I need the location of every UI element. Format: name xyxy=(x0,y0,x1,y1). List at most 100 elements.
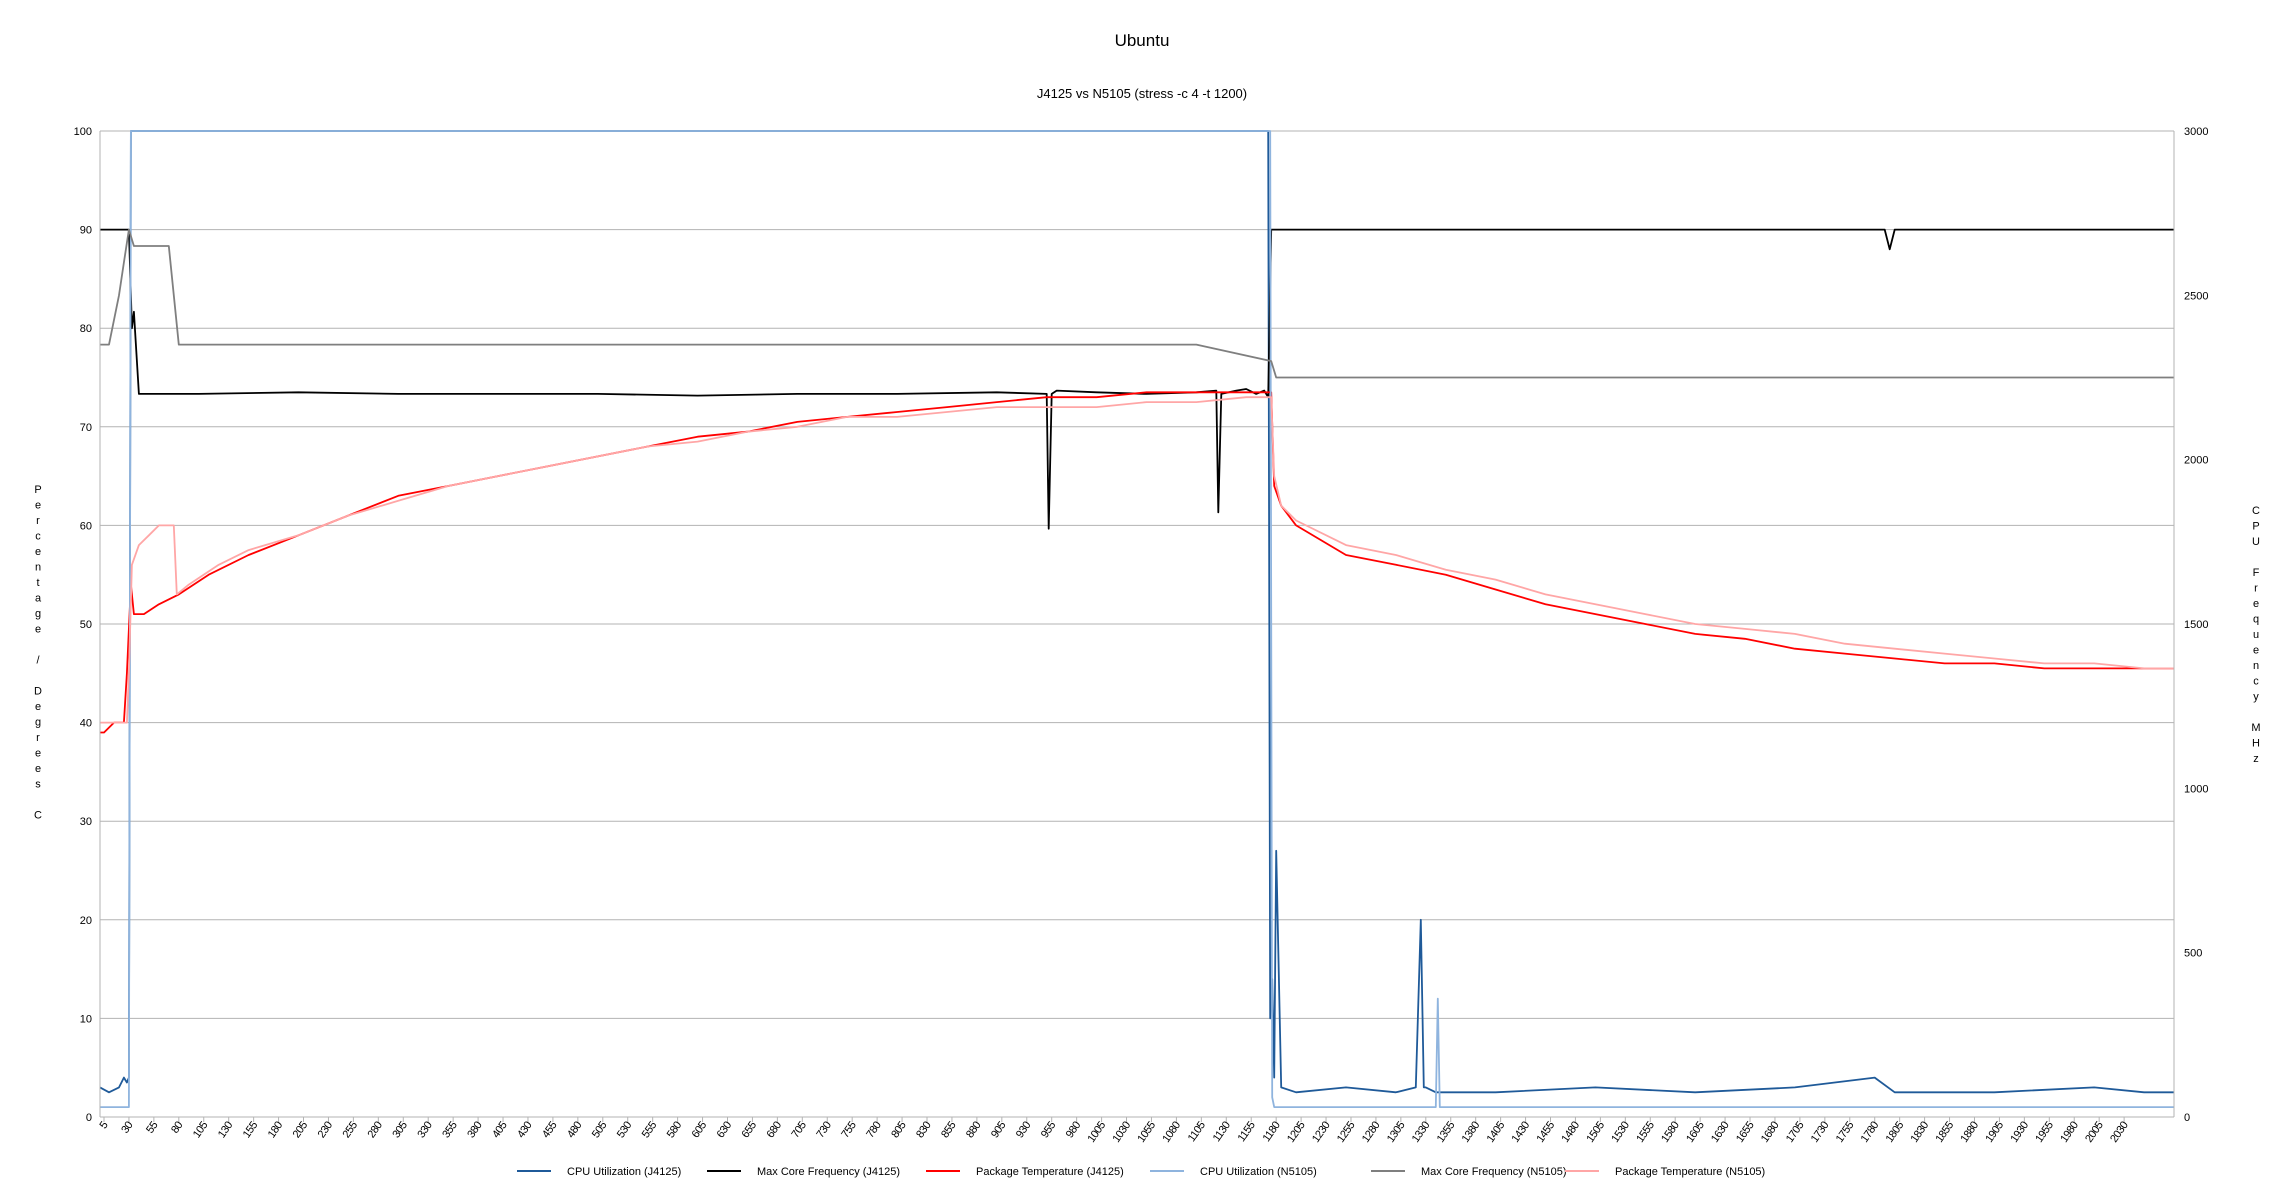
x-tick-label: 430 xyxy=(515,1119,535,1140)
x-tick-label: 1505 xyxy=(1584,1119,1607,1144)
x-tick-label: 1755 xyxy=(1834,1119,1857,1144)
legend-label: CPU Utilization (J4125) xyxy=(567,1166,681,1178)
x-tick-label: 1280 xyxy=(1360,1119,1383,1144)
legend: CPU Utilization (J4125) Max Core Frequenc… xyxy=(517,1166,1765,1178)
x-tick-label: 280 xyxy=(365,1119,385,1140)
x-tick-label: 1955 xyxy=(2033,1119,2056,1144)
x-tick-label: 1155 xyxy=(1236,1119,1258,1144)
x-tick-label: 855 xyxy=(939,1119,959,1140)
x-tick-label: 1230 xyxy=(1310,1119,1333,1144)
axis-title-glyph: / xyxy=(36,655,40,667)
x-tick-label: 80 xyxy=(169,1119,185,1135)
series-line-5 xyxy=(100,228,2174,379)
axis-title-glyph: z xyxy=(2253,753,2259,765)
series-line-2 xyxy=(100,228,2174,530)
axis-title-glyph: P xyxy=(2252,520,2259,532)
x-tick-label: 1130 xyxy=(1211,1119,1233,1144)
x-tick-label: 705 xyxy=(789,1119,809,1140)
axis-title-glyph: C xyxy=(2252,505,2260,517)
y2-tick-label: 1500 xyxy=(2184,619,2208,631)
axis-title-glyph: c xyxy=(2253,675,2259,687)
y-tick-label: 10 xyxy=(80,1013,92,1025)
x-tick-label: 580 xyxy=(665,1119,685,1140)
x-tick-label: 905 xyxy=(989,1119,1009,1140)
axis-title-glyph: e xyxy=(35,546,41,558)
x-tick-label: 1455 xyxy=(1534,1119,1557,1144)
x-tick-label: 1555 xyxy=(1634,1119,1657,1144)
x-tick-label: 680 xyxy=(764,1119,784,1140)
y-tick-label: 50 xyxy=(80,619,92,631)
x-tick-label: 5 xyxy=(97,1119,110,1131)
x-tick-label: 730 xyxy=(814,1119,834,1140)
axis-title-glyph: D xyxy=(34,686,42,698)
x-tick-label: 1580 xyxy=(1659,1119,1682,1144)
x-tick-label: 805 xyxy=(889,1119,909,1140)
x-tick-label: 1630 xyxy=(1709,1119,1732,1144)
axis-title-glyph: e xyxy=(35,624,41,636)
axis-title-glyph: U xyxy=(2252,536,2260,548)
axis-title-glyph: e xyxy=(35,748,41,760)
x-tick-label: 1680 xyxy=(1759,1119,1782,1144)
axis-title-glyph: n xyxy=(2253,660,2259,672)
x-tick-label: 330 xyxy=(415,1119,435,1140)
y-tick-label: 40 xyxy=(80,718,92,730)
x-tick-label: 630 xyxy=(715,1119,735,1140)
x-tick-label: 355 xyxy=(440,1119,460,1140)
y-tick-label: 80 xyxy=(80,323,92,335)
series-line-3 xyxy=(100,391,2174,734)
x-tick-label: 880 xyxy=(964,1119,984,1140)
x-tick-label: 130 xyxy=(216,1119,236,1140)
axis-title-glyph: r xyxy=(36,732,40,744)
series-line-6 xyxy=(100,396,2174,724)
x-tick-label: 1730 xyxy=(1809,1119,1832,1144)
x-tick-label: 205 xyxy=(291,1119,311,1140)
x-tick-label: 155 xyxy=(241,1119,261,1140)
gridlines xyxy=(100,130,2174,1118)
y-tick-label: 100 xyxy=(74,126,92,138)
axis-title-glyph: t xyxy=(36,577,39,589)
x-tick-label: 1080 xyxy=(1160,1119,1183,1144)
y-tick-label: 60 xyxy=(80,520,92,532)
x-tick-label: 105 xyxy=(191,1119,211,1140)
axis-title-glyph: s xyxy=(35,779,41,791)
x-tick-label: 755 xyxy=(839,1119,859,1140)
y-tick-label: 0 xyxy=(86,1112,92,1124)
axis-title-glyph: M xyxy=(2251,722,2260,734)
axis-title-glyph: C xyxy=(34,810,42,822)
axis-title-glyph: q xyxy=(2253,613,2259,625)
x-tick-label: 380 xyxy=(465,1119,485,1140)
x-tick-label: 1380 xyxy=(1460,1119,1483,1144)
legend-label: Package Temperature (N5105) xyxy=(1615,1166,1765,1178)
y2-tick-label: 2500 xyxy=(2184,290,2208,302)
axis-title-glyph: c xyxy=(35,531,41,543)
x-tick-label: 255 xyxy=(341,1119,361,1140)
y2-tick-label: 0 xyxy=(2184,1112,2190,1124)
x-tick-label: 1055 xyxy=(1135,1119,1158,1144)
x-tick-label: 980 xyxy=(1064,1119,1084,1140)
x-tick-label: 830 xyxy=(914,1119,934,1140)
x-tick-label: 55 xyxy=(144,1119,160,1135)
x-tick-label: 1530 xyxy=(1609,1119,1632,1144)
x-tick-label: 1930 xyxy=(2008,1119,2031,1144)
axis-title-glyph: e xyxy=(2253,644,2259,656)
x-tick-label: 530 xyxy=(615,1119,635,1140)
x-tick-label: 1855 xyxy=(1934,1119,1957,1144)
y-tick-label: 90 xyxy=(80,225,92,237)
x-tick-label: 1205 xyxy=(1285,1119,1308,1144)
axis-title-glyph: r xyxy=(2254,582,2258,594)
x-tick-label: 1105 xyxy=(1186,1119,1208,1144)
axes: 0102030405060708090100050010001500200025… xyxy=(74,126,2209,1145)
axis-title-glyph: g xyxy=(35,717,41,729)
x-tick-label: 2030 xyxy=(2108,1119,2131,1144)
x-tick-label: 1305 xyxy=(1385,1119,1408,1144)
x-tick-label: 780 xyxy=(864,1119,884,1140)
x-tick-label: 555 xyxy=(640,1119,660,1140)
series-line-4 xyxy=(100,130,2174,1108)
x-tick-label: 180 xyxy=(266,1119,286,1140)
axis-title-glyph: n xyxy=(35,562,41,574)
x-tick-label: 455 xyxy=(540,1119,560,1140)
x-tick-label: 480 xyxy=(565,1119,585,1140)
x-tick-label: 1905 xyxy=(1983,1119,2006,1144)
axis-title-glyph: e xyxy=(35,701,41,713)
x-tick-label: 655 xyxy=(740,1119,760,1140)
